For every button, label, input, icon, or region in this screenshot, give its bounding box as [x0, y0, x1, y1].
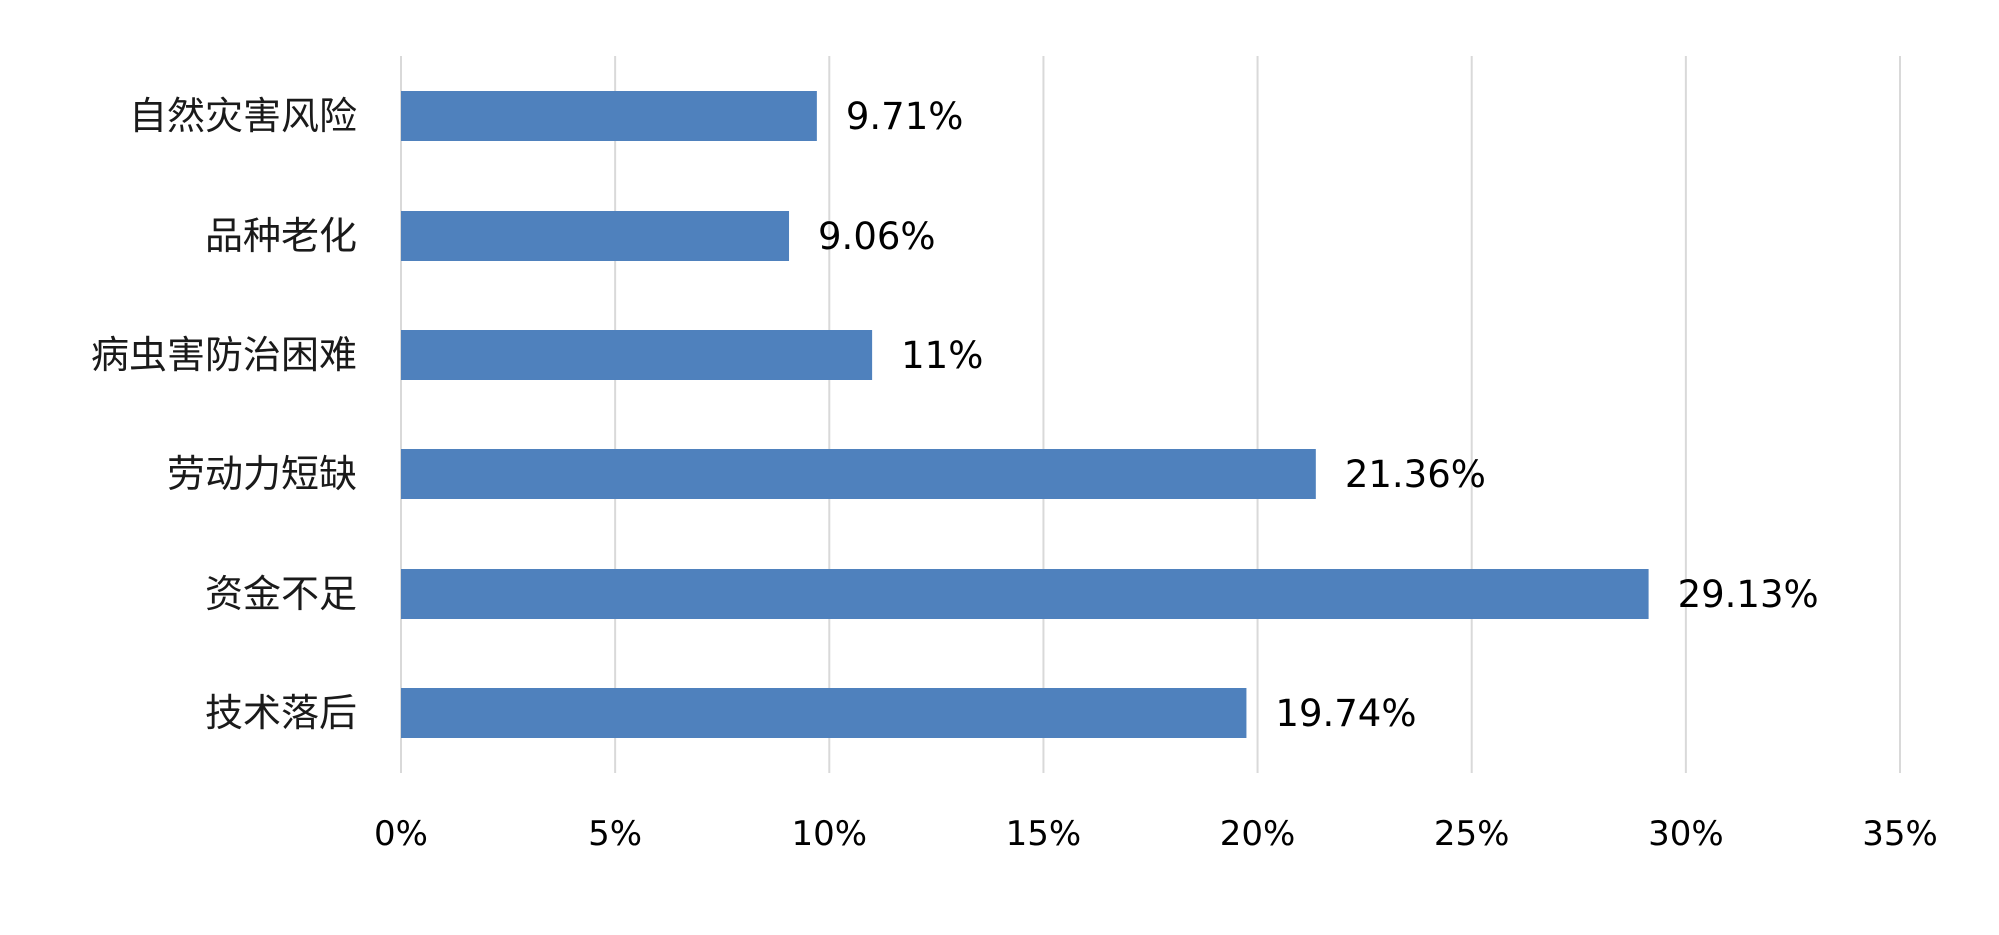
- x-tick-label: 20%: [1220, 814, 1296, 854]
- category-label: 病虫害防治困难: [91, 333, 357, 377]
- category-label: 劳动力短缺: [167, 452, 357, 496]
- category-label: 品种老化: [205, 214, 357, 258]
- category-label: 资金不足: [205, 572, 357, 616]
- bar: [401, 91, 817, 141]
- x-tick-label: 15%: [1006, 814, 1082, 854]
- bar: [401, 449, 1316, 499]
- x-tick-label: 5%: [588, 814, 642, 854]
- x-tick-label: 35%: [1862, 814, 1938, 854]
- x-tick-label: 25%: [1434, 814, 1510, 854]
- data-labels: 9.71% 9.06% 11% 21.36% 29.13% 19.74%: [818, 95, 1819, 735]
- data-label: 9.71%: [846, 95, 964, 138]
- bar: [401, 569, 1649, 619]
- category-label: 技术落后: [205, 691, 357, 735]
- bar: [401, 330, 873, 380]
- data-label: 11%: [901, 334, 983, 377]
- data-label: 19.74%: [1275, 692, 1416, 735]
- x-tick-label: 10%: [791, 814, 867, 854]
- bars: [401, 91, 1649, 738]
- x-tick-label: 30%: [1648, 814, 1724, 854]
- x-tick-label: 0%: [374, 814, 428, 854]
- gridlines: [400, 56, 1901, 773]
- data-label: 29.13%: [1678, 573, 1819, 616]
- data-label: 9.06%: [818, 215, 936, 258]
- x-axis-tick-labels: 0% 5% 10% 15% 20% 25% 30% 35%: [374, 814, 1938, 854]
- category-label: 自然灾害风险: [129, 94, 357, 138]
- bar: [401, 211, 790, 261]
- bar: [401, 688, 1247, 738]
- data-label: 21.36%: [1345, 453, 1486, 496]
